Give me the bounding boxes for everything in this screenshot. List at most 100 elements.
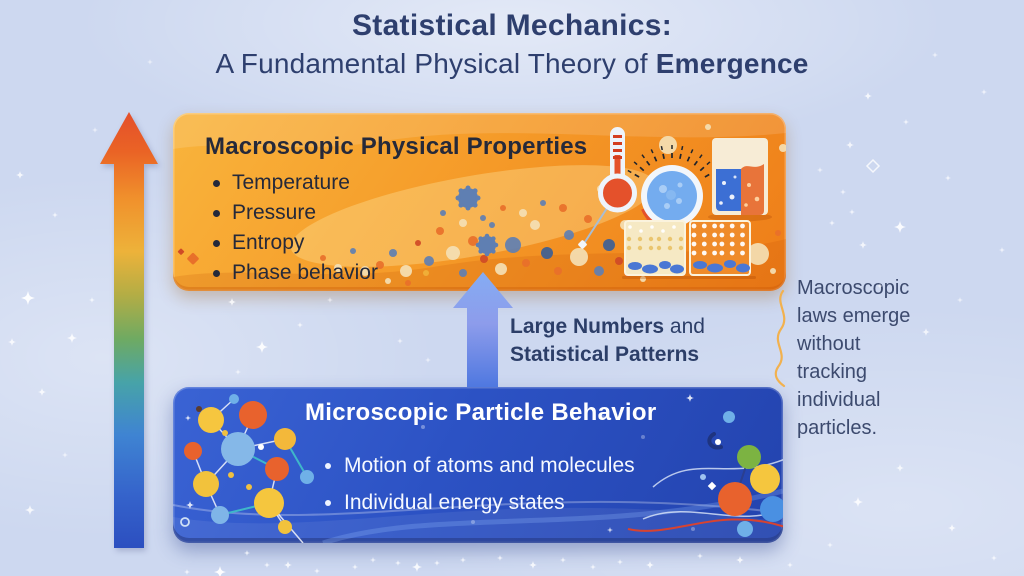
sparkle-icon [991, 555, 997, 561]
sparkle-icon [412, 562, 422, 572]
sparkle-icon [646, 561, 654, 569]
sparkle-icon [16, 171, 24, 179]
sparkle-icon [425, 357, 431, 363]
sparkle-icon [922, 328, 930, 336]
sparkle-icon [460, 557, 466, 563]
sparkle-icon [397, 338, 403, 344]
sparkle-icon [787, 562, 793, 568]
bullet-item: Individual energy states [325, 484, 635, 521]
pressure-gauge-icon [627, 145, 717, 233]
sparkle-icon [89, 297, 95, 303]
title-line-1: Statistical Mechanics: [351, 9, 673, 42]
bullet-label: Entropy [232, 231, 305, 254]
thermometer-icon [578, 127, 637, 249]
sparkle-icon [736, 556, 744, 564]
bridge-label-regular: and [669, 315, 705, 338]
micro-panel-heading: Microscopic Particle Behavior [305, 399, 657, 426]
sparkle-icon [590, 564, 596, 570]
sparkle-icon [865, 158, 881, 174]
sparkle-icon [529, 561, 537, 569]
bullet-item: Entropy [213, 228, 378, 258]
sparkle-icon [67, 333, 77, 343]
sparkle-icon [853, 497, 863, 507]
sparkle-icon [817, 167, 823, 173]
sparkle-icon [38, 388, 46, 396]
sparkle-icon [314, 568, 320, 574]
bullet-marker [325, 499, 331, 506]
macro-panel: Macroscopic Physical Properties Temperat… [173, 113, 786, 291]
sparkle-icon [829, 220, 835, 226]
molecule-network-left-icon [180, 394, 314, 543]
sparkle-icon [297, 322, 303, 328]
sparkle-icon [327, 297, 333, 303]
title-line-2-regular: A Fundamental Physical Theory of [215, 48, 648, 79]
micro-bullet-list: Motion of atoms and molecules Individual… [325, 447, 635, 521]
micro-panel-decor [173, 394, 783, 543]
sparkle-icon [52, 212, 58, 218]
bridge-label-bold-2: Statistical Patterns [510, 343, 700, 366]
sparkle-icon [395, 560, 401, 566]
sparkle-icon [948, 524, 956, 532]
sparkle-icon [981, 89, 987, 95]
sparkle-icon [849, 209, 855, 215]
sparkle-icon [25, 505, 35, 515]
bridge-label-bold-1: Large Numbers [510, 315, 665, 338]
sparkle-icon [264, 562, 270, 568]
bullet-marker [213, 269, 220, 277]
bullet-label: Temperature [232, 171, 350, 194]
bridge-label-line-1: Large Numbers and [510, 313, 705, 341]
sparkle-icon [370, 557, 376, 563]
bullet-label: Phase behavior [232, 261, 378, 284]
bullet-item: Pressure [213, 198, 378, 228]
title-line-2-emphasis: Emergence [655, 48, 809, 79]
sparkle-icon [864, 92, 872, 100]
title-line-2: A Fundamental Physical Theory of Emergen… [0, 48, 1024, 80]
page-title: Statistical Mechanics: A Fundamental Phy… [0, 9, 1024, 80]
sparkle-icon [8, 338, 16, 346]
sparkle-icon [21, 291, 35, 305]
bullet-label: Motion of atoms and molecules [344, 453, 635, 477]
sparkle-icon [999, 247, 1005, 253]
sparkle-icon [560, 557, 566, 563]
bridge-label: Large Numbers and Statistical Patterns [510, 313, 705, 369]
sparkle-icon [894, 221, 906, 233]
sparkle-icon [434, 560, 440, 566]
sparkle-icon [235, 369, 241, 375]
sparkle-icon [228, 298, 236, 306]
micro-panel: Microscopic Particle Behavior Motion of … [173, 387, 783, 543]
bullet-item: Phase behavior [213, 258, 378, 288]
sparkle-icon [697, 553, 703, 559]
sparkle-icon [256, 341, 268, 353]
bullet-marker [213, 239, 220, 247]
bullet-item: Temperature [213, 168, 378, 198]
sparkle-icon [617, 559, 623, 565]
sparkle-icon [846, 141, 854, 149]
sparkle-icon [284, 561, 292, 569]
sparkle-icon [827, 542, 833, 548]
sparkle-icon [352, 564, 358, 570]
mixing-beaker-icon [708, 138, 772, 222]
brace-squiggle-icon [774, 289, 786, 388]
bullet-item: Motion of atoms and molecules [325, 447, 635, 484]
phase-comparison-icons [622, 220, 756, 279]
macro-panel-heading: Macroscopic Physical Properties [205, 133, 588, 160]
sparkle-icon [184, 569, 190, 575]
side-note: Macroscopic laws emerge without tracking… [797, 277, 911, 439]
molecule-network-right-icon [627, 411, 783, 537]
bullet-label: Individual energy states [344, 490, 565, 514]
sparkle-icon [957, 297, 963, 303]
sparkle-icon [945, 175, 951, 181]
sparkle-icon [859, 241, 867, 249]
bullet-label: Pressure [232, 201, 317, 224]
sparkle-icon [244, 550, 250, 556]
sparkle-icon [92, 127, 98, 133]
bridge-label-line-2: Statistical Patterns [510, 341, 705, 369]
macro-bullet-list: Temperature Pressure Entropy Phase behav… [213, 168, 378, 288]
sparkle-icon [497, 555, 503, 561]
sparkle-icon [903, 119, 909, 125]
bullet-marker [213, 209, 220, 217]
sparkle-icon [840, 189, 846, 195]
sparkle-icon [214, 566, 226, 576]
emergence-gradient-arrow [100, 112, 158, 548]
